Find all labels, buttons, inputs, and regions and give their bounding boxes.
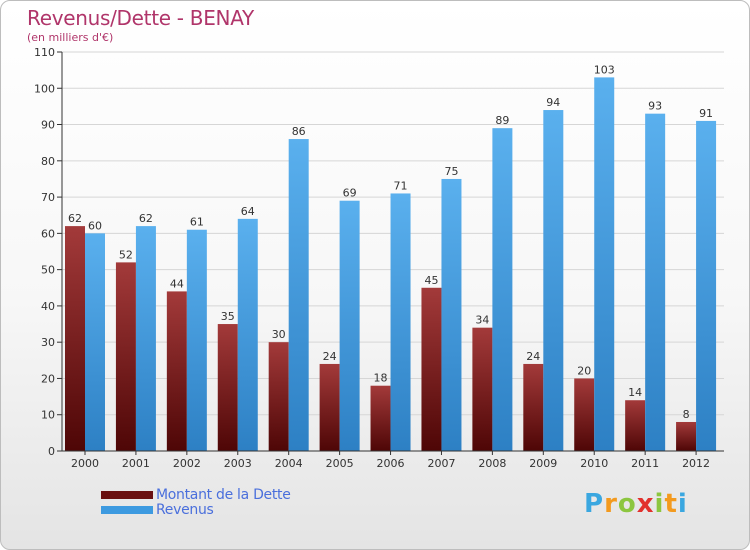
data-label-revenue: 103 bbox=[594, 63, 615, 76]
bar-debt bbox=[523, 363, 544, 451]
y-tick-label: 50 bbox=[41, 264, 55, 277]
data-label-debt: 30 bbox=[272, 328, 286, 341]
logo-letter: x bbox=[636, 489, 655, 519]
x-tick-label: 2012 bbox=[682, 457, 710, 470]
logo-letter: i bbox=[677, 489, 688, 519]
y-tick-label: 90 bbox=[41, 119, 55, 132]
x-tick-label: 2011 bbox=[631, 457, 659, 470]
data-label-debt: 35 bbox=[221, 310, 235, 323]
data-label-debt: 52 bbox=[119, 248, 133, 261]
bar-debt bbox=[268, 342, 289, 451]
y-tick-label: 80 bbox=[41, 155, 55, 168]
chart-subtitle: (en milliers d'€) bbox=[27, 31, 114, 44]
bar-revenue bbox=[339, 200, 360, 451]
bar-revenue bbox=[186, 229, 207, 451]
y-tick-label: 100 bbox=[34, 82, 55, 95]
legend-swatch-revenue bbox=[101, 505, 153, 514]
legend-item-debt: Montant de la Dette bbox=[101, 486, 291, 503]
data-label-debt: 20 bbox=[577, 364, 591, 377]
data-label-revenue: 71 bbox=[394, 179, 408, 192]
data-label-debt: 8 bbox=[683, 408, 690, 421]
x-tick-label: 2001 bbox=[122, 457, 150, 470]
y-tick-label: 110 bbox=[34, 46, 55, 59]
data-label-revenue: 61 bbox=[190, 216, 204, 229]
data-label-debt: 45 bbox=[424, 274, 438, 287]
legend-item-revenue: Revenus bbox=[101, 501, 291, 518]
bar-revenue bbox=[390, 193, 411, 452]
data-label-debt: 34 bbox=[475, 314, 489, 327]
x-tick-label: 2000 bbox=[71, 457, 99, 470]
bar-debt bbox=[370, 385, 391, 451]
bar-debt bbox=[472, 327, 493, 451]
legend-swatch-debt bbox=[101, 490, 153, 499]
data-label-revenue: 86 bbox=[292, 125, 306, 138]
bar-debt bbox=[421, 287, 442, 451]
logo-letter: r bbox=[604, 489, 618, 519]
bar-revenue bbox=[288, 139, 309, 451]
data-label-debt: 62 bbox=[68, 212, 82, 225]
x-tick-label: 2007 bbox=[427, 457, 455, 470]
x-tick-label: 2004 bbox=[275, 457, 303, 470]
bar-debt bbox=[625, 400, 646, 451]
brand-logo: Proxiti bbox=[584, 489, 688, 519]
x-tick-label: 2002 bbox=[173, 457, 201, 470]
bar-revenue bbox=[543, 110, 564, 451]
data-label-revenue: 91 bbox=[699, 107, 713, 120]
data-label-debt: 14 bbox=[628, 386, 642, 399]
y-tick-label: 70 bbox=[41, 191, 55, 204]
logo-letter: P bbox=[584, 489, 605, 519]
data-label-debt: 44 bbox=[170, 277, 184, 290]
chart-title: Revenus/Dette - BENAY bbox=[27, 6, 254, 30]
bar-debt bbox=[217, 324, 238, 451]
logo-letter: t bbox=[664, 489, 678, 519]
bar-revenue bbox=[645, 113, 666, 451]
bar-revenue bbox=[237, 218, 258, 451]
logo-letter: i bbox=[654, 489, 665, 519]
data-label-revenue: 64 bbox=[241, 205, 255, 218]
y-tick-label: 10 bbox=[41, 409, 55, 422]
logo-letter: o bbox=[617, 489, 637, 519]
y-tick-label: 20 bbox=[41, 372, 55, 385]
data-label-debt: 24 bbox=[526, 350, 540, 363]
x-tick-label: 2005 bbox=[326, 457, 354, 470]
bar-debt bbox=[574, 378, 595, 451]
y-tick-label: 60 bbox=[41, 227, 55, 240]
data-label-revenue: 69 bbox=[343, 187, 357, 200]
bar-debt bbox=[676, 421, 697, 451]
data-label-revenue: 75 bbox=[444, 165, 458, 178]
bar-debt bbox=[166, 291, 187, 451]
bar-revenue bbox=[135, 226, 156, 451]
data-label-revenue: 94 bbox=[546, 96, 560, 109]
y-tick-label: 40 bbox=[41, 300, 55, 313]
x-tick-label: 2009 bbox=[529, 457, 557, 470]
bar-revenue bbox=[492, 128, 513, 451]
data-label-revenue: 62 bbox=[139, 212, 153, 225]
legend-label-revenue: Revenus bbox=[156, 501, 214, 518]
data-label-revenue: 89 bbox=[495, 114, 509, 127]
x-tick-label: 2003 bbox=[224, 457, 252, 470]
legend-label-debt: Montant de la Dette bbox=[156, 486, 291, 503]
data-label-debt: 18 bbox=[374, 372, 388, 385]
bar-revenue bbox=[594, 77, 615, 452]
chart-legend: Montant de la Dette Revenus bbox=[101, 486, 291, 518]
y-tick-label: 0 bbox=[48, 445, 55, 458]
x-tick-label: 2006 bbox=[377, 457, 405, 470]
y-tick-label: 30 bbox=[41, 336, 55, 349]
x-tick-label: 2010 bbox=[580, 457, 608, 470]
data-label-revenue: 60 bbox=[88, 219, 102, 232]
bar-debt bbox=[115, 262, 136, 451]
bar-revenue bbox=[441, 178, 462, 452]
data-label-revenue: 93 bbox=[648, 100, 662, 113]
bar-revenue bbox=[85, 233, 105, 451]
bar-debt bbox=[319, 363, 340, 451]
bar-debt bbox=[65, 226, 85, 451]
bar-revenue bbox=[696, 120, 717, 451]
data-label-debt: 24 bbox=[323, 350, 337, 363]
x-tick-label: 2008 bbox=[478, 457, 506, 470]
